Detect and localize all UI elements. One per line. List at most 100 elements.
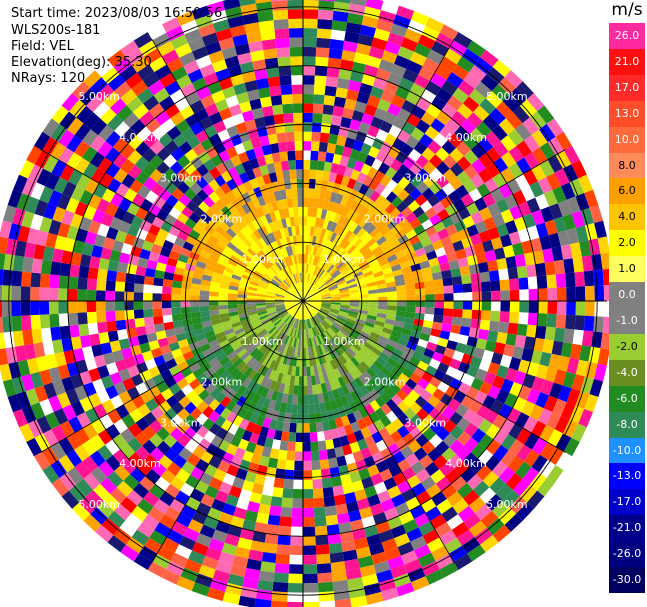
radar-gate	[421, 266, 432, 276]
radar-gate	[170, 111, 186, 126]
radar-gate	[165, 194, 179, 207]
radar-gate	[244, 568, 261, 580]
radar-gate	[0, 285, 3, 301]
radar-gate	[319, 248, 326, 258]
radar-gate	[405, 91, 421, 106]
radar-gate	[282, 103, 294, 114]
radar-gate	[248, 313, 259, 319]
radar-gate	[269, 327, 278, 336]
radar-gate	[166, 335, 178, 345]
radar-gate	[382, 267, 393, 275]
radar-gate	[215, 331, 226, 340]
radar-gate	[79, 88, 97, 106]
ring-label: 3.00km	[405, 416, 447, 429]
radar-gate	[290, 65, 303, 76]
radar-gate	[48, 395, 63, 412]
radar-gate	[365, 592, 384, 605]
radar-gate	[45, 232, 58, 249]
radar-gate	[307, 273, 312, 284]
radar-gate	[203, 394, 215, 406]
radar-gate	[266, 308, 277, 313]
radar-gate	[396, 201, 408, 213]
radar-gate	[89, 135, 106, 152]
radar-gate	[143, 133, 159, 148]
radar-gate	[485, 424, 501, 440]
radar-gate	[259, 281, 269, 288]
radar-gate	[406, 301, 416, 307]
radar-gate	[439, 24, 459, 41]
radar-gate	[300, 348, 303, 358]
radar-gate	[254, 598, 272, 607]
radar-gate	[424, 206, 438, 219]
radar-gate	[303, 404, 309, 414]
radar-gate	[368, 178, 380, 191]
radar-gate	[163, 321, 175, 331]
radar-gate	[555, 314, 567, 329]
radar-gate	[58, 129, 75, 148]
radar-gate	[443, 308, 454, 317]
radar-gate	[251, 107, 264, 120]
radar-gate	[371, 347, 382, 357]
radar-gate	[190, 283, 201, 291]
radar-gate	[381, 587, 399, 602]
radar-gate	[405, 311, 416, 319]
radar-gate	[374, 396, 386, 408]
radar-gate	[270, 600, 288, 607]
radar-gate	[578, 409, 593, 428]
radar-gate	[484, 130, 501, 147]
radar-gate	[460, 467, 477, 483]
radar-gate	[328, 242, 336, 253]
radar-gate	[70, 185, 85, 202]
radar-gate	[328, 285, 339, 291]
radar-gate	[255, 298, 266, 301]
radar-gate	[471, 158, 486, 174]
radar-gate	[293, 301, 303, 304]
radar-gate	[164, 264, 176, 274]
radar-gate	[49, 274, 60, 289]
radar-gate	[393, 378, 406, 390]
radar-gate	[284, 302, 294, 305]
radar-gate	[461, 353, 474, 366]
radar-gate	[89, 450, 106, 467]
radar-gate	[164, 181, 178, 195]
radar-gate	[260, 376, 269, 387]
radar-gate	[523, 169, 538, 186]
radar-gate	[86, 301, 97, 313]
radar-gate	[68, 264, 80, 278]
radar-gate	[144, 358, 157, 370]
radar-gate	[332, 579, 349, 592]
radar-gate	[309, 169, 317, 180]
radar-gate	[305, 310, 308, 320]
radar-gate	[278, 449, 288, 461]
radar-gate	[320, 208, 328, 220]
radar-gate	[284, 267, 291, 277]
radar-gate	[43, 429, 59, 447]
radar-gate	[323, 161, 333, 173]
radar-gate	[231, 251, 243, 260]
radar-gate	[260, 215, 269, 226]
radar-gate	[397, 425, 410, 439]
radar-gate	[443, 347, 456, 359]
radar-gate	[207, 587, 225, 602]
radar-gate	[159, 514, 176, 530]
radar-gate	[253, 444, 264, 456]
radar-gate	[161, 301, 172, 309]
radar-gate	[528, 301, 539, 314]
radar-gate	[237, 183, 248, 195]
radar-gate	[410, 51, 427, 67]
radar-gate	[334, 144, 345, 156]
radar-gate	[300, 291, 303, 301]
radar-gate	[250, 540, 265, 552]
radar-gate	[126, 489, 143, 506]
radar-gate	[462, 408, 477, 423]
radar-gate	[285, 292, 295, 298]
radar-gate	[177, 230, 189, 242]
radar-gate	[318, 323, 326, 333]
radar-gate	[222, 116, 236, 129]
radar-gate	[435, 413, 450, 427]
radar-gate	[308, 188, 315, 198]
radar-gate	[463, 164, 479, 180]
radar-gate	[451, 276, 463, 286]
radar-gate	[227, 15, 245, 29]
radar-gate	[277, 309, 287, 316]
